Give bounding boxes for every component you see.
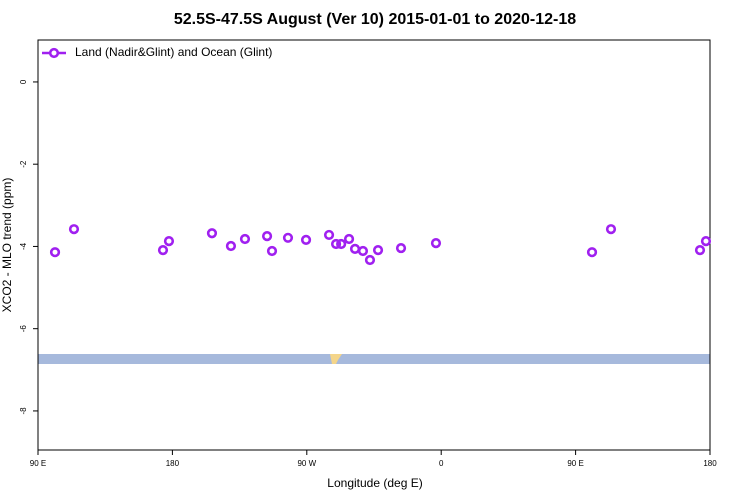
x-tick-label: 180 xyxy=(703,459,717,468)
y-tick-label: -6 xyxy=(19,325,28,333)
x-tick-label: 90 E xyxy=(567,459,583,468)
point xyxy=(261,231,273,242)
legend-marker xyxy=(48,47,60,59)
point xyxy=(694,245,706,256)
point xyxy=(206,228,218,239)
x-tick-label: 0 xyxy=(439,459,444,468)
chart-title: 52.5S-47.5S August (Ver 10) 2015-01-01 t… xyxy=(174,11,576,28)
map-strip xyxy=(38,354,710,364)
point xyxy=(357,245,369,257)
point xyxy=(430,238,442,249)
x-tick-label: 180 xyxy=(166,459,180,468)
point xyxy=(323,229,335,241)
point xyxy=(239,233,251,245)
point xyxy=(364,254,376,266)
land-patch xyxy=(330,354,342,364)
point xyxy=(49,247,61,258)
point xyxy=(395,242,407,254)
x-tick-label: 90 E xyxy=(30,459,46,468)
point xyxy=(330,238,342,250)
point xyxy=(157,245,169,256)
point xyxy=(300,234,312,245)
y-axis-label: XCO2 - MLO trend (ppm) xyxy=(0,178,14,313)
point xyxy=(349,243,361,255)
point xyxy=(336,238,347,250)
point xyxy=(605,224,617,235)
point xyxy=(586,247,598,258)
point xyxy=(372,245,384,256)
legend-label: Land (Nadir&Glint) and Ocean (Glint) xyxy=(75,45,272,59)
point xyxy=(163,235,175,247)
plot-frame xyxy=(37,39,711,451)
y-tick-label: -2 xyxy=(19,160,28,168)
point xyxy=(700,235,712,247)
point xyxy=(266,245,278,257)
y-tick-label: -8 xyxy=(19,407,28,415)
y-tick-label: -4 xyxy=(19,242,28,250)
point xyxy=(282,232,294,243)
x-tick-label: 90 W xyxy=(297,459,316,468)
point xyxy=(343,233,355,245)
point xyxy=(225,240,237,252)
point xyxy=(68,224,80,235)
x-axis-label: Longitude (deg E) xyxy=(327,476,422,490)
y-tick-label: 0 xyxy=(19,79,28,84)
